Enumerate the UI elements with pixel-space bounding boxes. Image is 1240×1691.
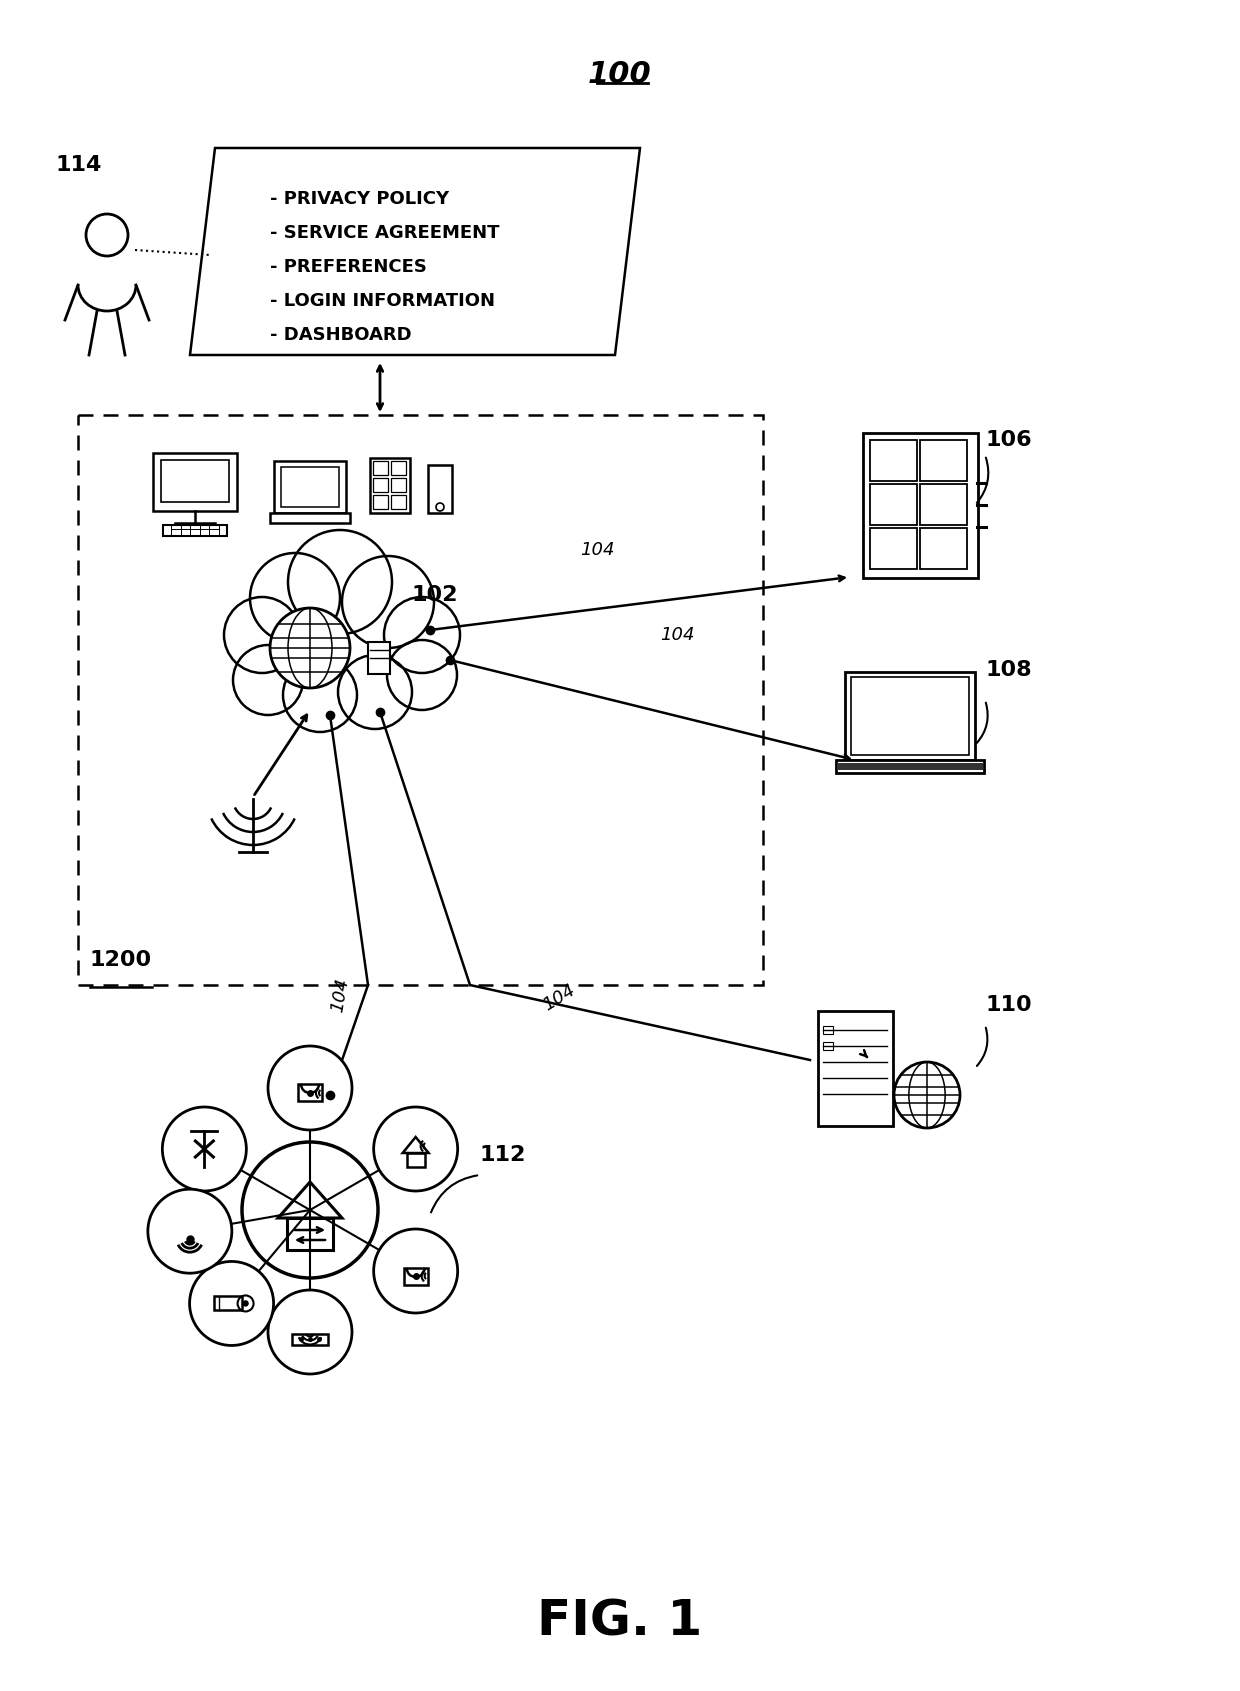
- Circle shape: [373, 1108, 458, 1190]
- Bar: [373, 495, 388, 509]
- Circle shape: [243, 1300, 248, 1305]
- Bar: [870, 528, 918, 568]
- Circle shape: [283, 658, 357, 732]
- Bar: [78, 414, 763, 984]
- Bar: [837, 763, 983, 769]
- Circle shape: [339, 654, 412, 729]
- Text: 108: 108: [985, 659, 1032, 680]
- Circle shape: [148, 1189, 232, 1273]
- Circle shape: [250, 553, 340, 643]
- Text: - PRIVACY POLICY: - PRIVACY POLICY: [270, 189, 449, 208]
- Bar: [428, 465, 453, 512]
- Circle shape: [270, 570, 410, 710]
- Text: 104: 104: [660, 626, 694, 644]
- Bar: [863, 433, 978, 578]
- Text: 104: 104: [539, 981, 579, 1015]
- Bar: [291, 1334, 329, 1344]
- Circle shape: [242, 1141, 378, 1278]
- Bar: [161, 460, 229, 502]
- Text: 104: 104: [329, 977, 352, 1015]
- Circle shape: [162, 1108, 247, 1190]
- Bar: [851, 676, 968, 754]
- Text: - DASHBOARD: - DASHBOARD: [270, 326, 412, 343]
- Text: 106: 106: [985, 430, 1032, 450]
- Circle shape: [190, 1261, 274, 1346]
- Circle shape: [224, 597, 300, 673]
- Bar: [270, 512, 350, 523]
- Circle shape: [268, 1047, 352, 1130]
- Bar: [836, 759, 985, 773]
- Bar: [391, 479, 405, 492]
- Bar: [213, 1297, 242, 1311]
- Text: - SERVICE AGREEMENT: - SERVICE AGREEMENT: [270, 223, 500, 242]
- Bar: [391, 495, 405, 509]
- Text: 1200: 1200: [91, 950, 153, 971]
- Bar: [281, 467, 339, 507]
- Bar: [823, 1042, 833, 1050]
- Bar: [920, 440, 967, 480]
- Text: FIG. 1: FIG. 1: [537, 1598, 703, 1645]
- Text: 100: 100: [588, 59, 652, 90]
- Circle shape: [233, 644, 303, 715]
- Bar: [870, 440, 918, 480]
- Bar: [870, 484, 918, 524]
- Text: 110: 110: [985, 994, 1032, 1015]
- Bar: [153, 453, 237, 511]
- Bar: [920, 484, 967, 524]
- Bar: [162, 524, 227, 536]
- Bar: [298, 1084, 322, 1101]
- Bar: [373, 462, 388, 475]
- Bar: [368, 643, 391, 675]
- Text: - LOGIN INFORMATION: - LOGIN INFORMATION: [270, 293, 495, 309]
- Circle shape: [373, 1229, 458, 1312]
- Text: 102: 102: [412, 585, 459, 605]
- Bar: [373, 479, 388, 492]
- Bar: [370, 458, 410, 512]
- Text: 104: 104: [580, 541, 615, 560]
- Circle shape: [384, 597, 460, 673]
- Circle shape: [894, 1062, 960, 1128]
- Bar: [920, 528, 967, 568]
- Text: 112: 112: [480, 1145, 526, 1165]
- Bar: [407, 1153, 424, 1167]
- Bar: [818, 1011, 893, 1126]
- Circle shape: [387, 639, 458, 710]
- Text: - PREFERENCES: - PREFERENCES: [270, 259, 427, 276]
- Bar: [286, 1218, 334, 1250]
- Circle shape: [342, 556, 434, 648]
- Circle shape: [288, 529, 392, 634]
- Text: 114: 114: [55, 156, 102, 174]
- Bar: [404, 1268, 428, 1285]
- Circle shape: [270, 609, 350, 688]
- Bar: [391, 462, 405, 475]
- Bar: [844, 671, 975, 759]
- Bar: [274, 462, 346, 512]
- Bar: [823, 1026, 833, 1033]
- Circle shape: [268, 1290, 352, 1375]
